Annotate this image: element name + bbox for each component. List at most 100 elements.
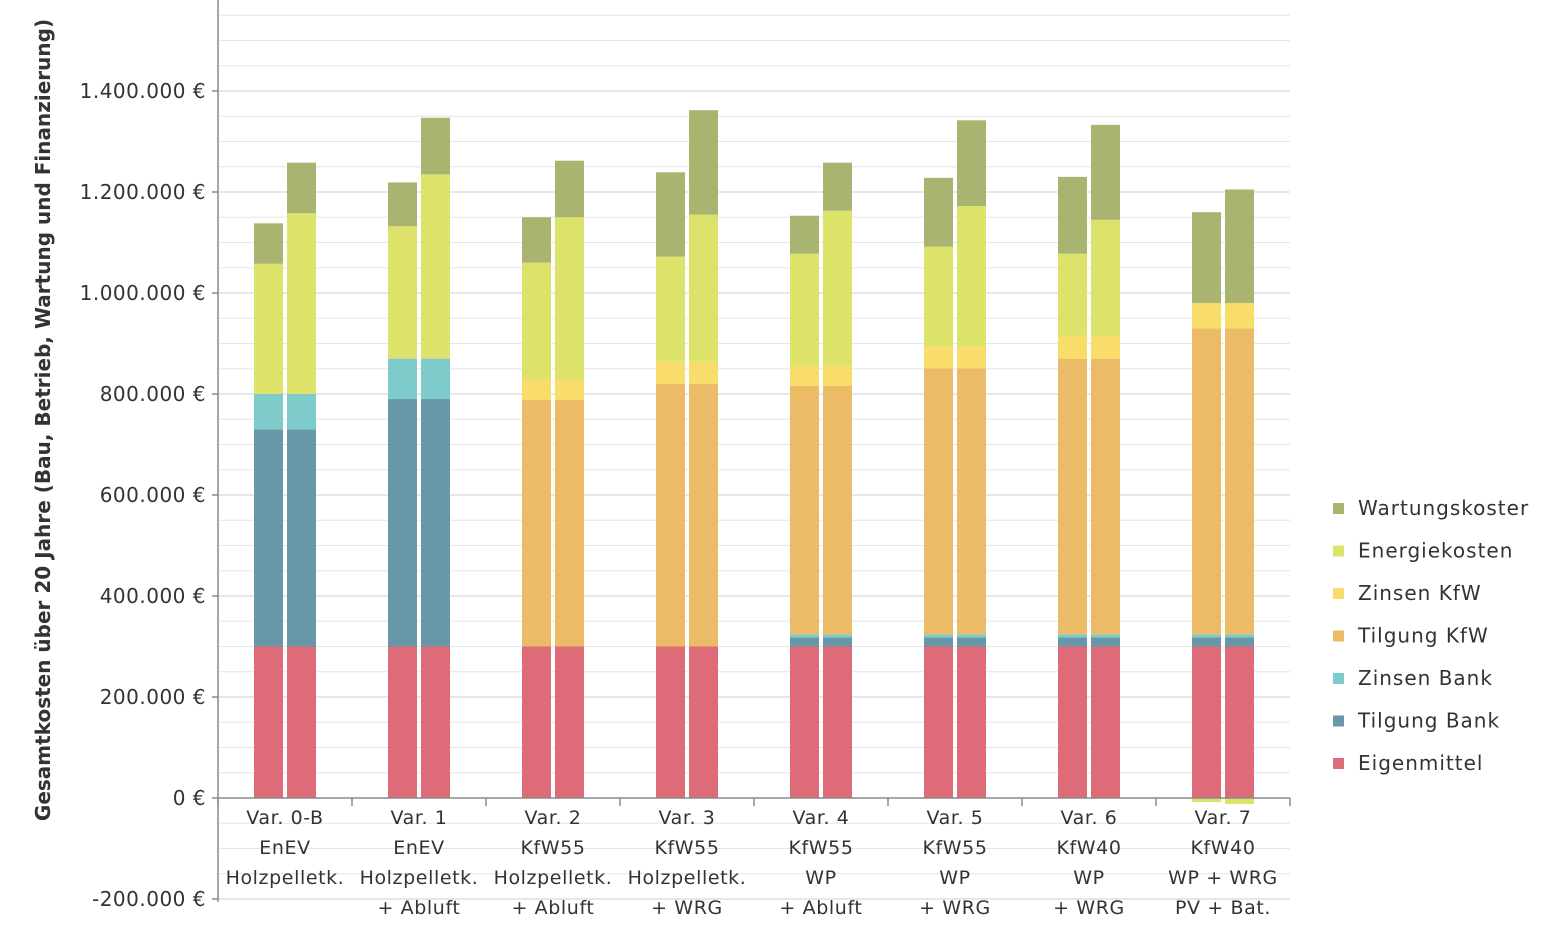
bar-segment-zinsen-bank [388,358,417,400]
bar-segment-tilgung-bank [790,637,819,647]
bar-segment-energiekosten [924,246,953,347]
bar-segment-zinsen-kfw [1225,303,1254,329]
bar-segment-tilgung-bank [421,399,450,647]
bar-segment-energiekosten [555,217,584,380]
bar-segment-eigenmittel [924,646,953,798]
bar-segment-tilgung-bank [1058,637,1087,647]
bar-segment-eigenmittel [1225,646,1254,798]
bar-segment-tilgung-kfw [1058,358,1087,635]
legend-label: Tilgung Bank [1357,709,1500,733]
category-label: WP [805,867,836,889]
bar-segment-wartungskoster [1225,189,1254,304]
bar-segment-energiekosten [1225,798,1254,805]
y-tick-label: 0 € [173,786,206,810]
bar-segment-zinsen-kfw [656,361,685,384]
category-label: WP [1073,867,1104,889]
y-tick-label: 200.000 € [100,685,206,709]
axes [217,0,1291,902]
bar-segment-eigenmittel [790,646,819,798]
bar-segment-zinsen-bank [1058,634,1087,638]
bar-segment-zinsen-kfw [1091,335,1120,359]
category-label: WP + WRG [1168,867,1278,889]
bar-segment-zinsen-bank [287,394,316,430]
bar-segment-tilgung-kfw [689,383,718,647]
bar-segment-zinsen-kfw [823,365,852,386]
bar-segment-wartungskoster [656,172,685,257]
bar-segment-wartungskoster [522,217,551,263]
legend-label: Eigenmittel [1358,751,1483,775]
category-label: + WRG [1053,897,1125,919]
bar-segment-tilgung-kfw [555,400,584,647]
bar-segment-tilgung-kfw [1225,328,1254,635]
category-label: KfW40 [1056,837,1121,859]
bar-segment-zinsen-bank [790,634,819,638]
bar-segment-zinsen-bank [254,394,283,430]
category-label: + Abluft [512,897,595,919]
bar-segment-tilgung-kfw [790,385,819,635]
legend-swatch [1333,715,1344,727]
y-tick-label: 600.000 € [100,483,206,507]
bar-segment-tilgung-bank [957,637,986,647]
legend-label: Tilgung KfW [1357,624,1489,648]
bar-segment-zinsen-bank [1225,634,1254,638]
bar-segment-eigenmittel [287,646,316,798]
bar-segment-eigenmittel [1058,646,1087,798]
bar-segment-energiekosten [1058,253,1087,336]
bar-segment-tilgung-bank [1091,637,1120,647]
y-tick-label: 1.000.000 € [80,281,206,305]
bar-segment-tilgung-kfw [957,368,986,635]
category-label: WP [939,867,970,889]
bar-segment-energiekosten [388,226,417,359]
legend-label: Wartungskoster [1358,496,1529,520]
category-label: + WRG [919,897,991,919]
y-tick-label: 800.000 € [100,382,206,406]
category-label: Var. 3 [658,807,715,829]
category-label: + Abluft [780,897,863,919]
bar-segment-zinsen-bank [1091,634,1120,638]
y-tick-label: 1.400.000 € [80,79,206,103]
bar-segment-zinsen-bank [1192,634,1221,638]
bar-segment-wartungskoster [1192,212,1221,304]
bar-segment-energiekosten [790,253,819,366]
bar-segment-tilgung-bank [388,399,417,647]
bar-segment-zinsen-kfw [689,361,718,384]
category-label: Var. 7 [1194,807,1251,829]
bar-segment-energiekosten [1192,798,1221,803]
legend-swatch [1333,503,1344,514]
legend-swatch [1333,673,1344,684]
y-axis-title: Gesamtkosten über 20 Jahre (Bau, Betrieb… [31,19,55,821]
bar-segment-eigenmittel [1192,646,1221,798]
bar-segment-tilgung-bank [1192,637,1221,647]
y-tick-label: 1.200.000 € [80,180,206,204]
legend-label: Energiekosten [1358,539,1513,563]
bar-segment-eigenmittel [823,646,852,798]
bar-segment-wartungskoster [421,117,450,175]
bar-segment-tilgung-bank [924,637,953,647]
bar-segment-zinsen-kfw [1058,335,1087,359]
bar-segment-zinsen-bank [823,634,852,638]
bar-segment-wartungskoster [1058,176,1087,254]
legend-swatch [1333,630,1344,642]
bars [254,110,1254,805]
bar-segment-wartungskoster [388,182,417,227]
y-tick-label: 400.000 € [100,584,206,608]
category-label: EnEV [393,837,444,859]
bar-segment-tilgung-kfw [522,400,551,647]
bar-segment-zinsen-bank [957,634,986,638]
legend-label: Zinsen KfW [1358,581,1482,605]
bar-segment-wartungskoster [1091,124,1120,220]
category-label: KfW55 [788,837,853,859]
category-label: Var. 4 [792,807,849,829]
legend-swatch [1333,588,1344,599]
bar-segment-wartungskoster [287,162,316,214]
bar-segment-tilgung-bank [254,429,283,647]
y-tick-label: -200.000 € [92,887,206,911]
bar-segment-zinsen-kfw [924,346,953,369]
bar-segment-tilgung-kfw [823,385,852,635]
bar-segment-zinsen-bank [924,634,953,638]
bar-segment-energiekosten [823,210,852,366]
category-label: KfW55 [922,837,987,859]
legend-label: Zinsen Bank [1358,666,1493,690]
category-label: Holzpelletk. [226,867,345,889]
